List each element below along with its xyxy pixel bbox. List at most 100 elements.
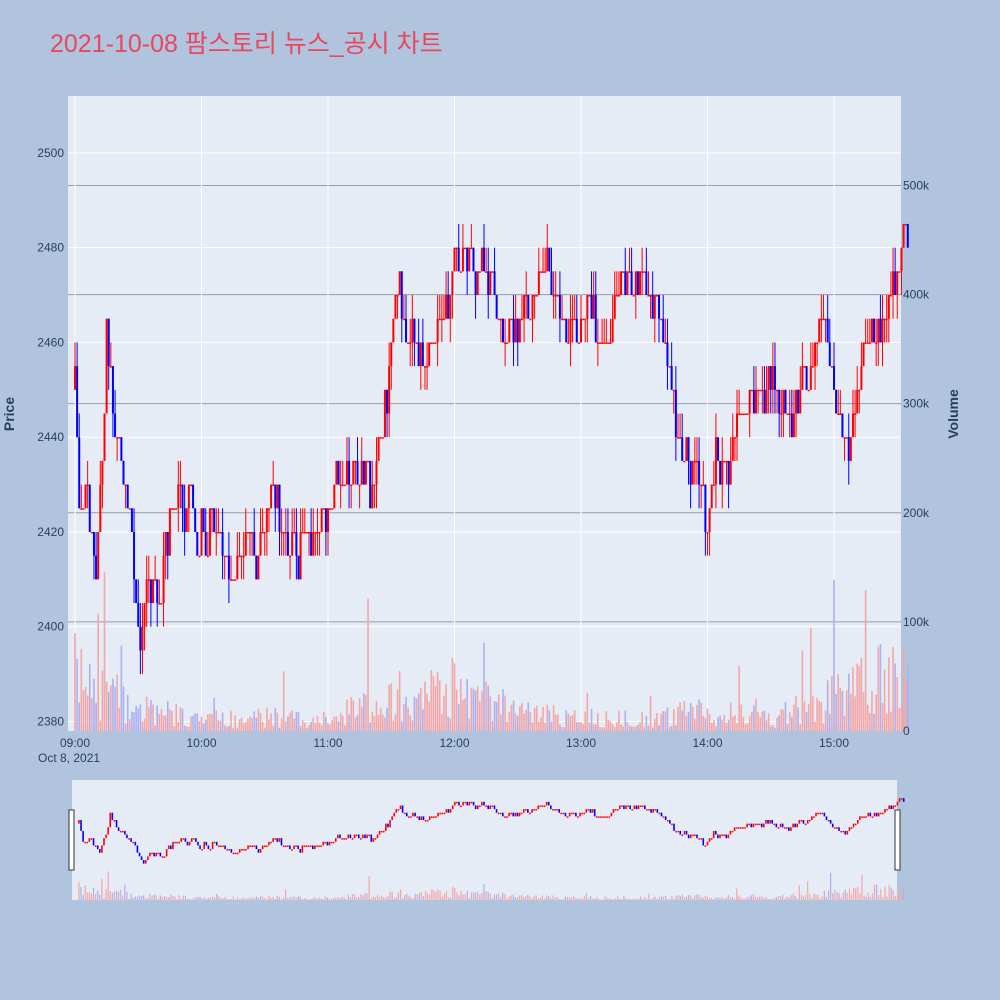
candle-body[interactable] — [301, 531, 304, 534]
candle-body[interactable] — [457, 247, 460, 272]
candle-body[interactable] — [527, 295, 530, 319]
candle-body[interactable] — [649, 295, 652, 297]
candle-body[interactable] — [430, 342, 433, 344]
candle-body[interactable] — [630, 271, 633, 296]
candle-body[interactable] — [647, 295, 650, 297]
candle-body[interactable] — [706, 531, 709, 534]
candle-body[interactable] — [902, 223, 905, 248]
candle-body[interactable] — [544, 271, 547, 273]
candle-body[interactable] — [166, 531, 169, 556]
candle-body[interactable] — [398, 271, 401, 296]
candle-body[interactable] — [563, 318, 566, 321]
candle-body[interactable] — [238, 555, 241, 558]
candle-body[interactable] — [118, 437, 121, 439]
candle-body[interactable] — [373, 484, 376, 487]
candle-body[interactable] — [263, 531, 266, 534]
candle-body[interactable] — [645, 271, 648, 296]
candle-body[interactable] — [158, 603, 161, 605]
candle-body[interactable] — [615, 295, 618, 297]
candle-body[interactable] — [828, 342, 831, 367]
candle-body[interactable] — [455, 247, 458, 250]
candle-body[interactable] — [835, 389, 838, 414]
candle-body[interactable] — [139, 626, 142, 651]
candle-body[interactable] — [107, 318, 110, 367]
candle-body[interactable] — [164, 531, 167, 556]
candle-body[interactable] — [860, 366, 863, 390]
candle-body[interactable] — [523, 295, 526, 319]
candle-body[interactable] — [232, 579, 235, 581]
candle-body[interactable] — [324, 508, 327, 532]
candle-body[interactable] — [80, 508, 83, 510]
candle-body[interactable] — [278, 484, 281, 532]
candle-body[interactable] — [628, 271, 631, 273]
candle-body[interactable] — [603, 342, 606, 344]
candle-body[interactable] — [322, 508, 325, 510]
candle-body[interactable] — [757, 389, 760, 392]
candle-body[interactable] — [358, 484, 361, 487]
candle-body[interactable] — [293, 531, 296, 534]
candle-body[interactable] — [550, 271, 553, 296]
candle-body[interactable] — [244, 531, 247, 556]
candle-body[interactable] — [858, 389, 861, 392]
candle-body[interactable] — [343, 484, 346, 487]
candle-body[interactable] — [795, 389, 798, 414]
candle-body[interactable] — [405, 318, 408, 343]
candle-body[interactable] — [662, 318, 665, 343]
candle-body[interactable] — [375, 460, 378, 485]
candle-body[interactable] — [710, 484, 713, 509]
candle-body[interactable] — [822, 318, 825, 321]
candle-body[interactable] — [122, 460, 125, 485]
candle-body[interactable] — [135, 579, 138, 604]
candle-body[interactable] — [763, 389, 766, 414]
candle-body[interactable] — [733, 437, 736, 439]
candle-body[interactable] — [554, 295, 557, 297]
candle-body[interactable] — [856, 389, 859, 414]
candle-body[interactable] — [841, 413, 844, 438]
candle-body[interactable] — [445, 295, 448, 319]
candle-body[interactable] — [504, 342, 507, 344]
candle-body[interactable] — [877, 318, 880, 343]
candle-body[interactable] — [814, 342, 817, 367]
candle-body[interactable] — [466, 247, 469, 272]
candle-body[interactable] — [786, 413, 789, 416]
candle-body[interactable] — [143, 603, 146, 627]
candle-body[interactable] — [390, 342, 393, 367]
candle-body[interactable] — [421, 342, 424, 367]
candle-body[interactable] — [242, 555, 245, 558]
candle-body[interactable] — [345, 460, 348, 485]
candle-body[interactable] — [672, 389, 675, 392]
candle-body[interactable] — [641, 271, 644, 273]
candle-body[interactable] — [736, 413, 739, 438]
candle-body[interactable] — [280, 531, 283, 534]
candle-body[interactable] — [769, 366, 772, 390]
candle-body[interactable] — [362, 460, 365, 485]
candle-body[interactable] — [839, 413, 842, 416]
candle-body[interactable] — [702, 484, 705, 487]
candle-body[interactable] — [727, 460, 730, 485]
candle-body[interactable] — [388, 366, 391, 414]
candle-body[interactable] — [90, 531, 93, 534]
candle-body[interactable] — [289, 555, 292, 558]
candle-body[interactable] — [668, 366, 671, 368]
candle-body[interactable] — [192, 484, 195, 509]
candle-body[interactable] — [198, 555, 201, 558]
candle-body[interactable] — [265, 508, 268, 532]
candle-body[interactable] — [799, 389, 802, 414]
candle-body[interactable] — [267, 508, 270, 510]
candle-body[interactable] — [759, 389, 762, 392]
candle-body[interactable] — [586, 295, 589, 319]
candle-body[interactable] — [885, 318, 888, 321]
candle-body[interactable] — [773, 366, 776, 390]
candle-body[interactable] — [685, 437, 688, 461]
candle-body[interactable] — [432, 342, 435, 344]
candle-body[interactable] — [295, 531, 298, 556]
candle-body[interactable] — [179, 484, 182, 487]
candle-body[interactable] — [320, 508, 323, 532]
candle-body[interactable] — [900, 247, 903, 272]
candle-body[interactable] — [253, 531, 256, 556]
candle-body[interactable] — [227, 555, 230, 580]
candle-body[interactable] — [213, 508, 216, 532]
candle-body[interactable] — [234, 579, 237, 581]
candle-body[interactable] — [803, 366, 806, 368]
